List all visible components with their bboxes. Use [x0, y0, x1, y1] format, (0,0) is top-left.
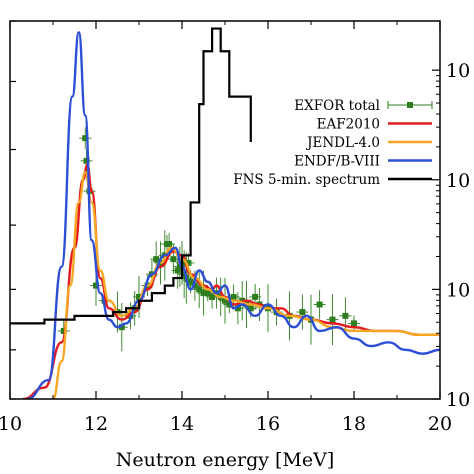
- right-y-tick-label: 10: [446, 170, 470, 192]
- data-point: [204, 290, 211, 297]
- legend-label: ENDF/B-VIII: [294, 154, 380, 170]
- data-point: [83, 157, 90, 164]
- data-point: [181, 271, 188, 278]
- data-point: [230, 293, 237, 300]
- right-y-tick-label: 10: [446, 60, 470, 82]
- x-tick-label: 20: [428, 413, 452, 435]
- series-line: [26, 31, 440, 399]
- legend-label: FNS 5-min. spectrum: [233, 172, 380, 188]
- data-point: [187, 278, 194, 285]
- series-endf-b-viii: [26, 31, 440, 399]
- data-point: [209, 293, 216, 300]
- series-eaf2010: [22, 163, 440, 399]
- legend-label: JENDL-4.0: [305, 135, 380, 151]
- data-point: [191, 282, 198, 289]
- data-point: [170, 256, 177, 263]
- data-point: [118, 324, 125, 331]
- legend-swatch-marker: [407, 102, 413, 108]
- legend-entry: EXFOR total: [294, 98, 433, 114]
- data-point: [247, 305, 254, 312]
- data-point: [82, 135, 89, 142]
- series-layer: [10, 27, 440, 399]
- series-line: [22, 163, 440, 399]
- legend-entry: JENDL-4.0: [305, 135, 432, 151]
- legend-entry: ENDF/B-VIII: [294, 154, 432, 170]
- x-tick-label: 18: [342, 413, 366, 435]
- x-tick-label: 12: [84, 413, 108, 435]
- x-tick-label: 16: [256, 413, 280, 435]
- data-point: [93, 282, 99, 289]
- legend-entry: FNS 5-min. spectrum: [233, 172, 432, 188]
- data-point: [196, 286, 203, 293]
- data-point: [234, 305, 241, 312]
- legend-label: EXFOR total: [294, 98, 380, 114]
- x-tick-label: 10: [0, 413, 22, 435]
- data-point: [299, 309, 306, 316]
- data-point: [222, 297, 228, 304]
- data-point: [342, 312, 349, 319]
- series-line: [10, 27, 252, 325]
- legend: EXFOR total EAF2010 JENDL-4.0 ENDF/B-VIII FN…: [233, 98, 433, 188]
- series-fns-5-min-spectrum: [10, 27, 252, 325]
- legend-entry: EAF2010: [317, 117, 432, 133]
- x-tick-label: 14: [170, 413, 194, 435]
- data-point: [153, 256, 160, 263]
- data-point: [185, 259, 192, 266]
- data-point: [166, 241, 173, 248]
- right-y-tick-label: 10: [446, 389, 470, 411]
- data-point: [351, 320, 357, 327]
- data-point: [316, 301, 323, 308]
- legend-label: EAF2010: [317, 117, 380, 133]
- data-point: [226, 301, 233, 308]
- x-axis-label: Neutron energy [MeV]: [116, 449, 335, 471]
- data-point: [60, 327, 67, 334]
- data-point: [136, 293, 142, 300]
- data-point: [176, 263, 183, 270]
- right-y-tick-label: 10: [446, 279, 470, 301]
- data-point: [252, 293, 259, 300]
- data-point: [174, 267, 181, 274]
- data-point: [329, 316, 336, 323]
